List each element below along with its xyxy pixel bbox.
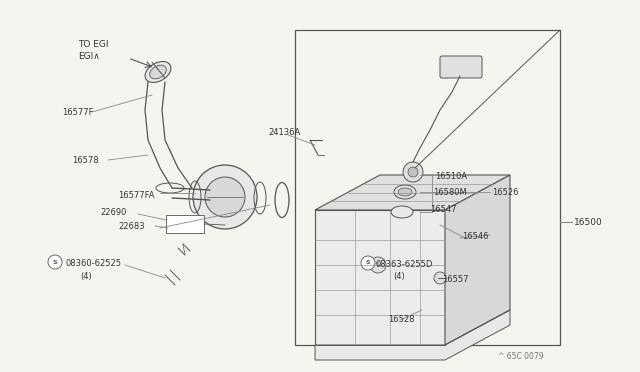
Text: 16546: 16546 <box>462 232 488 241</box>
Ellipse shape <box>398 188 412 196</box>
Bar <box>166 215 204 233</box>
Circle shape <box>361 256 375 270</box>
Polygon shape <box>445 175 510 345</box>
Text: 16580M: 16580M <box>433 188 467 197</box>
Text: S: S <box>365 260 371 266</box>
Text: 08363-6255D: 08363-6255D <box>376 260 433 269</box>
Text: 24136A: 24136A <box>268 128 300 137</box>
Text: 16500: 16500 <box>574 218 603 227</box>
Circle shape <box>434 272 446 284</box>
Text: 22690: 22690 <box>100 208 126 217</box>
Text: 16528: 16528 <box>388 315 415 324</box>
Text: ^ 65C 0079: ^ 65C 0079 <box>498 352 543 361</box>
Text: 16578: 16578 <box>72 156 99 165</box>
Ellipse shape <box>391 206 413 218</box>
Text: S: S <box>52 260 58 264</box>
Text: 16510A: 16510A <box>435 172 467 181</box>
Polygon shape <box>315 175 510 210</box>
Circle shape <box>205 177 245 217</box>
Bar <box>315 210 445 345</box>
Text: 16557: 16557 <box>442 275 468 284</box>
Text: EGI∧: EGI∧ <box>78 52 100 61</box>
Text: 16577FA: 16577FA <box>118 191 154 200</box>
Text: (4): (4) <box>80 272 92 281</box>
Text: TO EGI: TO EGI <box>78 40 109 49</box>
Circle shape <box>403 162 423 182</box>
Circle shape <box>370 257 386 273</box>
Ellipse shape <box>394 185 416 199</box>
Ellipse shape <box>150 65 166 79</box>
FancyBboxPatch shape <box>440 56 482 78</box>
Circle shape <box>408 167 418 177</box>
Text: 16526: 16526 <box>492 188 518 197</box>
Circle shape <box>48 255 62 269</box>
Bar <box>295 30 560 345</box>
Text: (4): (4) <box>393 272 404 281</box>
Text: 22683: 22683 <box>118 222 145 231</box>
Text: 08360-62525: 08360-62525 <box>65 259 121 268</box>
Text: 16577F: 16577F <box>62 108 93 117</box>
Text: 16547: 16547 <box>430 205 456 214</box>
Circle shape <box>193 165 257 229</box>
Polygon shape <box>315 310 510 360</box>
Text: S: S <box>376 263 380 267</box>
Ellipse shape <box>145 61 171 83</box>
